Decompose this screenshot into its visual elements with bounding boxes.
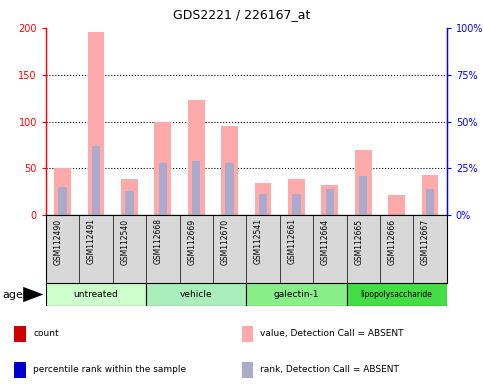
Bar <box>155 121 171 215</box>
Bar <box>246 283 347 306</box>
Bar <box>46 283 146 306</box>
Bar <box>158 163 167 215</box>
Text: GSM112667: GSM112667 <box>421 218 430 265</box>
Bar <box>322 185 338 215</box>
Text: GSM112490: GSM112490 <box>54 218 63 265</box>
Bar <box>14 326 26 341</box>
Bar <box>422 175 439 215</box>
Text: galectin-1: galectin-1 <box>274 290 319 299</box>
Text: GSM112669: GSM112669 <box>187 218 196 265</box>
Bar <box>146 283 246 306</box>
Text: value, Detection Call = ABSENT: value, Detection Call = ABSENT <box>260 329 404 338</box>
Text: GSM112670: GSM112670 <box>221 218 229 265</box>
Bar <box>355 149 371 215</box>
Bar <box>14 362 26 377</box>
Bar <box>54 168 71 215</box>
Text: GSM112665: GSM112665 <box>354 218 363 265</box>
Bar <box>388 195 405 215</box>
Text: lipopolysaccharide: lipopolysaccharide <box>361 290 433 299</box>
Bar <box>221 126 238 215</box>
Bar <box>226 163 234 215</box>
Text: percentile rank within the sample: percentile rank within the sample <box>33 365 186 374</box>
Bar <box>242 326 254 341</box>
Bar <box>347 283 447 306</box>
Text: GSM112541: GSM112541 <box>254 218 263 265</box>
Bar <box>92 146 100 215</box>
Bar <box>58 187 67 215</box>
Bar <box>326 189 334 215</box>
Bar <box>426 189 434 215</box>
Text: rank, Detection Call = ABSENT: rank, Detection Call = ABSENT <box>260 365 399 374</box>
Bar <box>259 194 267 215</box>
Text: GSM112666: GSM112666 <box>388 218 397 265</box>
Bar <box>121 179 138 215</box>
Text: GSM112540: GSM112540 <box>120 218 129 265</box>
Bar <box>242 362 254 377</box>
Text: GSM112491: GSM112491 <box>87 218 96 265</box>
Bar <box>292 194 300 215</box>
Polygon shape <box>23 287 43 302</box>
Bar <box>255 183 271 215</box>
Text: count: count <box>33 329 59 338</box>
Bar <box>288 179 305 215</box>
Bar <box>359 176 368 215</box>
Text: GSM112668: GSM112668 <box>154 218 163 265</box>
Bar <box>87 32 104 215</box>
Text: untreated: untreated <box>73 290 118 299</box>
Bar <box>188 100 205 215</box>
Text: GDS2221 / 226167_at: GDS2221 / 226167_at <box>173 8 310 21</box>
Bar <box>125 191 134 215</box>
Text: agent: agent <box>2 290 35 300</box>
Text: vehicle: vehicle <box>180 290 213 299</box>
Text: GSM112661: GSM112661 <box>287 218 297 265</box>
Text: GSM112664: GSM112664 <box>321 218 330 265</box>
Bar <box>192 161 200 215</box>
